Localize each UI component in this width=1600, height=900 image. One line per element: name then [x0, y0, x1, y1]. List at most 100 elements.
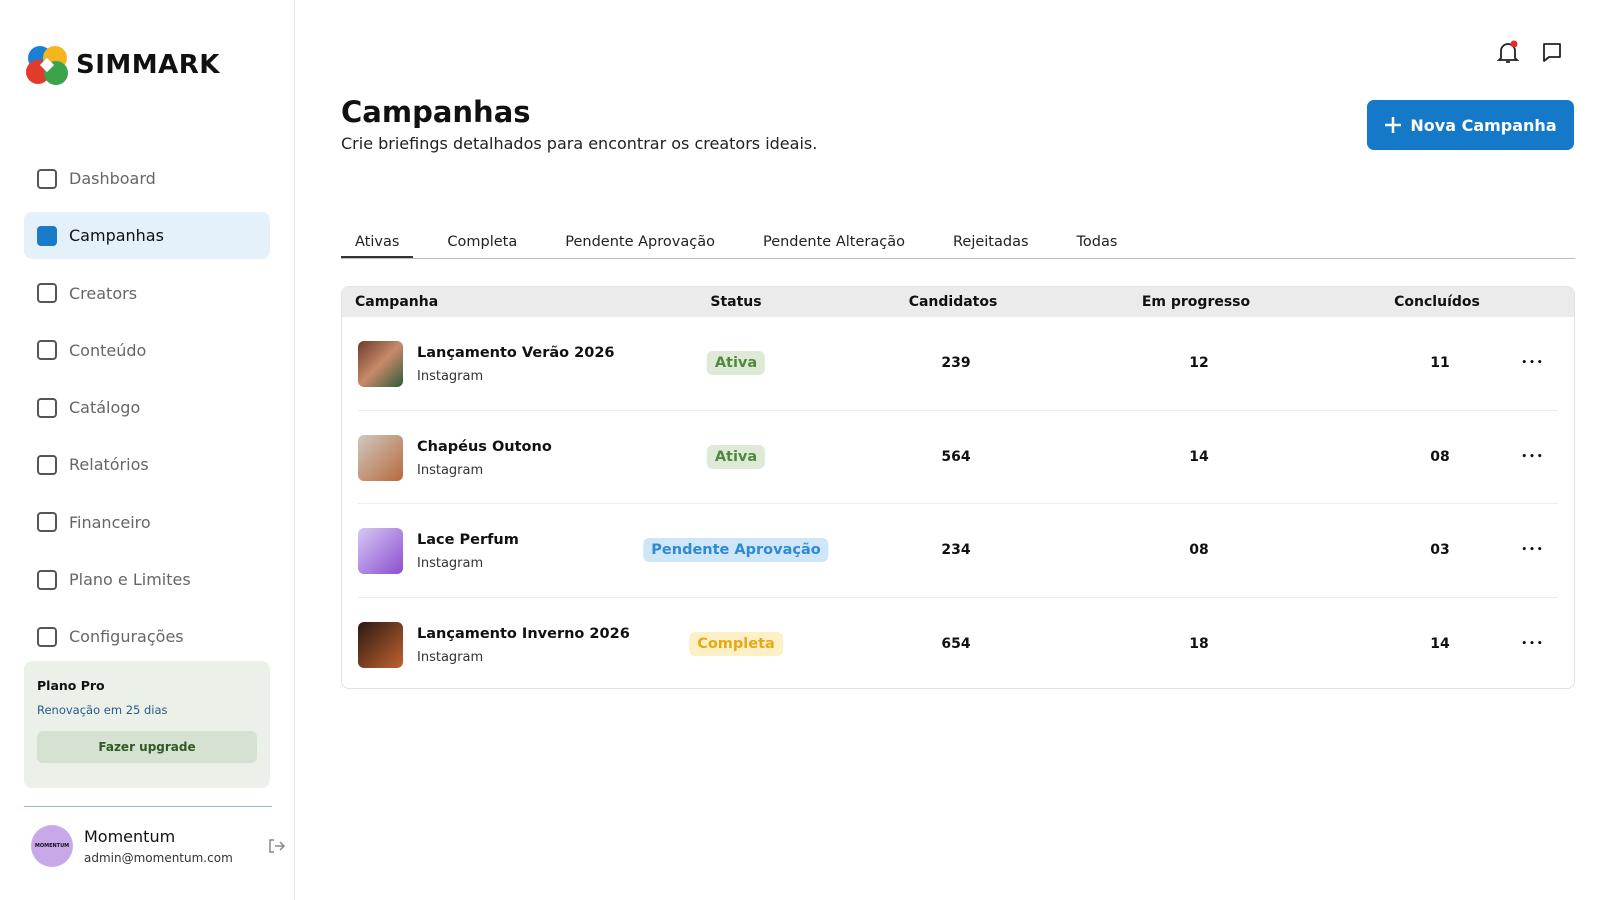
nav-item[interactable]: Financeiro: [24, 499, 270, 546]
nav-item[interactable]: Plano e Limites: [24, 556, 270, 603]
thumbnail: [358, 528, 403, 574]
separator: [24, 806, 272, 807]
page-subtitle: Crie briefings detalhados para encontrar…: [341, 134, 818, 153]
table-row: Chapéus Outono Instagram Ativa 564 14 08 •••: [358, 411, 1558, 504]
column-header: Em progresso: [1141, 294, 1251, 310]
button-label: Nova Campanha: [1410, 115, 1557, 135]
avatar: MOMENTUM: [31, 825, 73, 867]
thumbnail: [358, 341, 403, 387]
nav-item[interactable]: Conteúdo: [24, 327, 270, 374]
tab[interactable]: Completa: [447, 234, 518, 250]
nav-label: Creators: [69, 283, 138, 303]
nav-item[interactable]: Relatórios: [24, 441, 270, 488]
messages[interactable]: [1540, 40, 1564, 66]
column-header: Candidatos: [908, 294, 998, 310]
thumbnail: [358, 621, 403, 668]
nav-icon: [37, 569, 57, 590]
nav-item[interactable]: Dashboard: [24, 155, 270, 202]
nav-label: Conteúdo: [69, 340, 147, 360]
cell-in-progress: 08: [1189, 542, 1209, 559]
nav-label: Financeiro: [69, 512, 151, 532]
logo: SIMMARK: [24, 42, 220, 88]
user-email: admin@momentum.com: [84, 851, 233, 865]
tabs: Ativas Completa Pendente Aprovação Pendente…: [341, 228, 1575, 259]
cell-candidates: 234: [941, 542, 971, 559]
column-header: Campanha: [355, 294, 439, 310]
table-row: Lace Perfum Instagram Pendente Aprovação 23…: [358, 504, 1558, 598]
nav-icon: [37, 397, 57, 418]
nav-icon: [37, 225, 57, 246]
row-menu[interactable]: •••: [1521, 545, 1545, 556]
nav-item[interactable]: Catálogo: [24, 384, 270, 431]
status-badge: Completa: [689, 632, 783, 657]
row-menu[interactable]: •••: [1521, 639, 1545, 650]
plus-icon: [1385, 117, 1402, 133]
brand: SIMMARK: [76, 50, 220, 80]
cell-in-progress: 14: [1189, 448, 1209, 465]
campaign-name: Lançamento Inverno 2026: [417, 625, 630, 642]
cell-candidates: 654: [941, 636, 971, 653]
tab[interactable]: Pendente Alteração: [762, 234, 905, 250]
status-badge: Pendente Aprovação: [643, 538, 829, 563]
nav-item[interactable]: Configurações: [24, 613, 270, 660]
tab[interactable]: Pendente Aprovação: [565, 234, 715, 250]
table-header: Campanha Status Candidatos Em progresso Conc…: [342, 287, 1574, 317]
page-title: Campanhas: [341, 95, 531, 129]
logout-icon[interactable]: [266, 836, 286, 856]
nav: Dashboard Campanhas Creators Conteúdo Catálo…: [24, 155, 270, 671]
nav-icon: [37, 283, 57, 304]
row-menu[interactable]: •••: [1521, 358, 1545, 369]
plan-title: Plano Pro: [37, 678, 105, 693]
table-row: Lançamento Verão 2026 Instagram Ativa 239 12…: [358, 317, 1558, 411]
table-row: Lançamento Inverno 2026 Instagram Completa…: [358, 598, 1558, 689]
platform: Instagram: [417, 556, 484, 571]
nav-label: Relatórios: [69, 455, 149, 475]
nav-icon: [37, 454, 57, 475]
thumbnail: [358, 434, 403, 481]
campaign-name: Lace Perfum: [417, 532, 519, 548]
platform: Instagram: [417, 369, 484, 384]
user: MOMENTUM Momentum admin@momentum.com: [31, 825, 286, 867]
nav-icon: [37, 512, 57, 533]
campaign-table: Campanha Status Candidatos Em progresso Conc…: [341, 286, 1575, 689]
nav-icon: [37, 168, 57, 189]
plan-card: Plano Pro Renovação em 25 dias Fazer upg…: [24, 661, 270, 788]
nav-item[interactable]: Campanhas: [24, 212, 270, 260]
tab[interactable]: Rejeitadas: [952, 234, 1029, 250]
nav-label: Dashboard: [69, 169, 156, 188]
plan-renewal: Renovação em 25 dias: [37, 703, 168, 717]
platform: Instagram: [417, 649, 484, 665]
upgrade-button[interactable]: Fazer upgrade: [37, 731, 257, 763]
nav-label: Catálogo: [69, 398, 141, 418]
nav-icon: [37, 340, 57, 361]
cell-done: 14: [1430, 636, 1450, 653]
column-header: Concluídos: [1394, 294, 1480, 310]
campaign-name: Chapéus Outono: [417, 438, 552, 455]
cell-in-progress: 12: [1189, 355, 1209, 372]
row-menu[interactable]: •••: [1521, 451, 1545, 462]
sidebar: SIMMARK Dashboard Campanhas Creators Conteú…: [0, 0, 295, 900]
status-badge: Ativa: [706, 444, 766, 469]
tab[interactable]: Ativas: [341, 228, 414, 258]
platform: Instagram: [417, 462, 484, 478]
tab[interactable]: Todas: [1076, 234, 1118, 250]
status-badge: Ativa: [706, 351, 766, 376]
nav-label: Plano e Limites: [69, 570, 191, 590]
nav-label: Campanhas: [69, 226, 164, 246]
cell-candidates: 239: [941, 355, 971, 372]
logo-mark: [26, 46, 68, 85]
nav-item[interactable]: Creators: [24, 270, 270, 317]
column-header: Status: [710, 294, 762, 310]
user-name: Momentum: [84, 827, 176, 846]
nav-icon: [37, 626, 57, 647]
campaign-name: Lançamento Verão 2026: [417, 345, 615, 361]
cell-done: 03: [1430, 542, 1450, 559]
notifications[interactable]: [1496, 40, 1520, 66]
cell-candidates: 564: [941, 448, 971, 465]
cell-done: 08: [1430, 448, 1450, 465]
nav-label: Configurações: [69, 627, 184, 647]
top-icons: [1496, 40, 1564, 66]
new-campaign-button[interactable]: Nova Campanha: [1367, 100, 1574, 150]
